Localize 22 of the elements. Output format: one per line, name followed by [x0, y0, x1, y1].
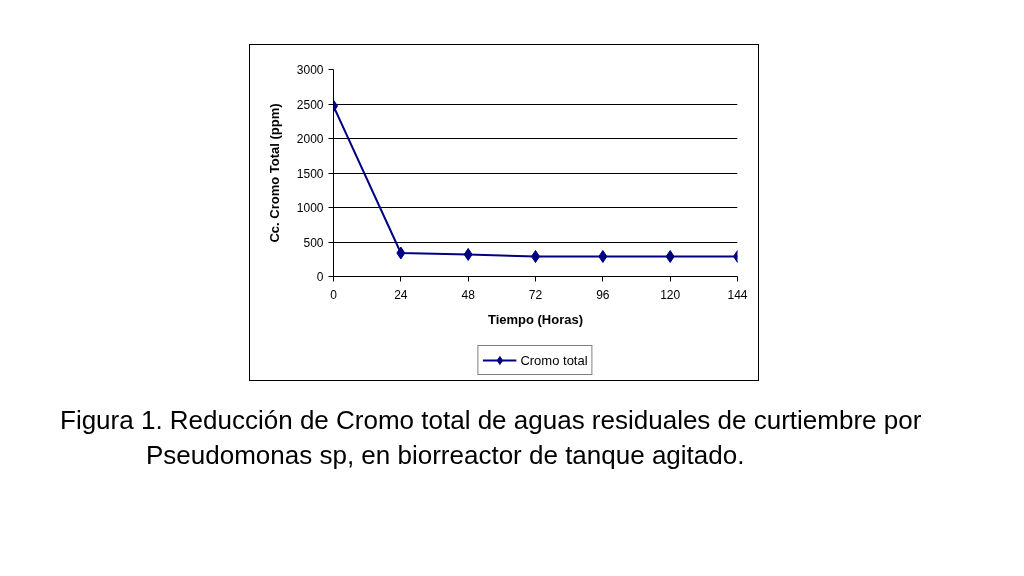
point [396, 246, 406, 260]
x-tick-label: 48 [461, 287, 476, 302]
y-tick-label: 0 [316, 270, 324, 284]
text: Figura 1. Reducción de Cromo total de aguas residuales de curtiembre por Pseudomonas sp, en biorreactor de tanque agitado. [60, 404, 923, 472]
point [665, 249, 675, 263]
legend-label: Cromo total [520, 352, 588, 368]
y-tick-label: 1000 [296, 201, 324, 215]
y-tick-label: 2000 [296, 132, 324, 146]
y-tick-label: 500 [303, 235, 324, 250]
y-tick-label: 2500 [296, 97, 324, 112]
x-tick-label: 144 [727, 287, 748, 302]
point [598, 249, 608, 263]
x-tick-label: 24 [394, 287, 408, 302]
x-tick-label: 96 [596, 287, 610, 302]
y-axis-title: Cc. Cromo Total (ppm) [266, 103, 282, 243]
y-tick-label: 3000 [296, 63, 324, 77]
x-axis-title: Tiempo (Horas) [487, 311, 584, 327]
point [463, 247, 473, 261]
y-tick-label: 1500 [296, 166, 324, 181]
x-tick-label: 120 [660, 287, 681, 302]
x-tick-label: 72 [528, 287, 543, 302]
x-tick-label: 0 [330, 287, 338, 302]
